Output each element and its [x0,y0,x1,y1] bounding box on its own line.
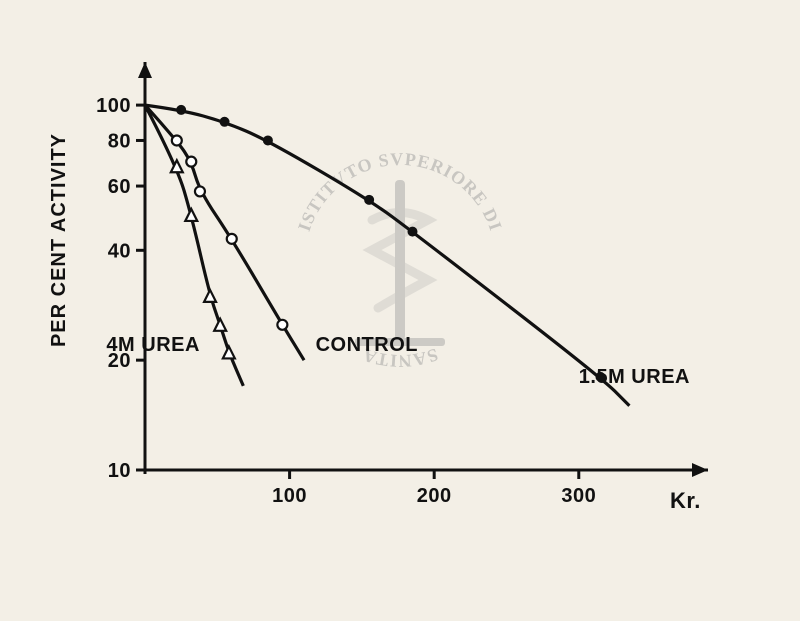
y-axis-arrow [138,62,152,78]
chart-container: ISTITVTO SVPERIORE DISANITA1002003001020… [0,0,800,621]
chart-svg: ISTITVTO SVPERIORE DISANITA1002003001020… [0,0,800,621]
marker-open-circle [195,186,205,196]
x-tick-label: 300 [561,485,596,507]
marker-filled-circle [263,135,273,145]
marker-open-circle [227,234,237,244]
x-axis-label: Kr. [670,488,701,513]
marker-open-circle [186,157,196,167]
y-tick-label: 40 [108,240,131,262]
series-label: 4M UREA [106,334,200,356]
axes: 1002003001020406080100PER CENT ACTIVITYK… [48,62,708,513]
series-label: CONTROL [316,334,418,356]
y-tick-label: 80 [108,130,131,152]
y-axis-label: PER CENT ACTIVITY [48,133,70,347]
marker-open-triangle [185,209,197,221]
series-label: 1.5M UREA [579,366,690,388]
marker-filled-circle [408,227,418,237]
marker-open-triangle [223,346,235,358]
x-tick-label: 200 [417,485,452,507]
x-axis-arrow [692,463,708,477]
watermark-emblem [355,180,445,346]
y-tick-label: 100 [96,95,131,117]
marker-open-triangle [204,290,216,302]
marker-filled-circle [364,195,374,205]
marker-filled-circle [176,105,186,115]
y-tick-label: 10 [108,460,131,482]
marker-open-circle [277,320,287,330]
x-tick-label: 100 [272,485,307,507]
marker-filled-circle [220,117,230,127]
y-tick-label: 60 [108,176,131,198]
series-control: CONTROL [145,105,418,360]
marker-open-circle [172,135,182,145]
marker-open-triangle [214,319,226,331]
